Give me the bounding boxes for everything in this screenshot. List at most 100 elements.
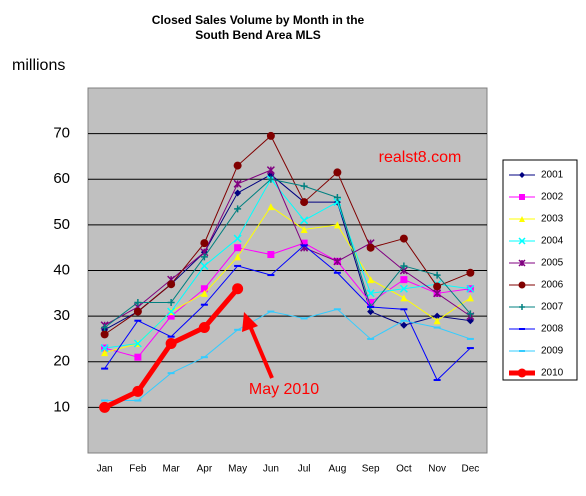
marker xyxy=(167,312,175,320)
marker xyxy=(267,203,275,211)
marker xyxy=(100,330,109,339)
marker xyxy=(466,284,475,293)
arrow xyxy=(248,325,274,379)
annotation: realst8.com xyxy=(379,149,462,166)
marker xyxy=(167,307,176,316)
marker xyxy=(133,307,142,316)
x-tick-label: Oct xyxy=(396,464,412,475)
marker xyxy=(101,324,109,332)
marker xyxy=(234,205,242,213)
marker xyxy=(266,131,275,140)
marker xyxy=(466,294,474,302)
marker xyxy=(134,298,142,306)
marker xyxy=(518,259,526,267)
marker xyxy=(466,310,474,318)
marker xyxy=(367,276,375,284)
marker xyxy=(267,251,275,259)
marker xyxy=(167,298,175,306)
x-tick-label: Jul xyxy=(298,464,311,475)
marker xyxy=(300,225,308,233)
marker xyxy=(234,253,242,261)
marker xyxy=(466,317,474,325)
marker xyxy=(200,289,208,297)
marker xyxy=(233,179,242,188)
marker xyxy=(198,322,210,334)
marker xyxy=(333,194,341,201)
marker xyxy=(300,216,309,225)
marker xyxy=(400,321,408,329)
marker xyxy=(300,198,309,207)
x-tick-label: Feb xyxy=(129,464,147,475)
x-tick-label: Jan xyxy=(97,464,113,475)
marker xyxy=(167,280,176,289)
marker xyxy=(200,253,208,261)
marker xyxy=(518,281,526,289)
series-line xyxy=(104,178,471,349)
x-tick-label: Sep xyxy=(362,464,380,475)
x-tick-label: Jun xyxy=(263,464,279,475)
annotation: May 2010 xyxy=(249,381,319,398)
y-tick-label: 30 xyxy=(53,307,70,324)
marker xyxy=(517,368,527,378)
marker xyxy=(134,353,142,361)
marker xyxy=(101,349,109,357)
marker xyxy=(400,276,408,284)
marker xyxy=(400,262,408,270)
series-line xyxy=(104,178,471,328)
marker xyxy=(333,168,342,177)
marker xyxy=(266,166,275,175)
x-tick-label: Nov xyxy=(428,464,446,475)
marker xyxy=(519,304,525,310)
marker xyxy=(433,317,441,325)
marker xyxy=(519,172,525,178)
marker xyxy=(165,338,177,349)
series-line xyxy=(104,169,471,326)
marker xyxy=(366,289,375,298)
legend-label: 2010 xyxy=(541,368,564,379)
marker xyxy=(333,221,341,229)
legend-label: 2002 xyxy=(541,192,564,203)
marker xyxy=(232,283,244,295)
y-tick-label: 20 xyxy=(53,353,70,370)
legend-label: 2007 xyxy=(541,302,564,313)
legend-label: 2008 xyxy=(541,324,564,335)
legend-label: 2004 xyxy=(541,236,564,247)
marker xyxy=(433,282,442,291)
y-tick-label: 10 xyxy=(53,398,70,415)
y-tick-label: 60 xyxy=(53,170,70,187)
marker xyxy=(99,401,111,413)
y-tick-label: 70 xyxy=(53,125,70,142)
y-tick-label: 50 xyxy=(53,216,70,233)
series-line xyxy=(104,242,471,358)
marker xyxy=(132,385,144,397)
x-tick-label: May xyxy=(228,464,247,475)
x-tick-label: Dec xyxy=(461,464,479,475)
legend-label: 2003 xyxy=(541,214,564,225)
arrow-head xyxy=(242,312,258,332)
y-axis-label: millions xyxy=(12,57,65,74)
y-tick-label: 40 xyxy=(53,261,70,278)
marker xyxy=(133,339,142,348)
marker xyxy=(333,257,342,266)
marker xyxy=(433,289,442,298)
marker xyxy=(519,216,525,222)
legend-label: 2005 xyxy=(541,258,564,269)
marker xyxy=(519,194,525,200)
x-tick-label: Mar xyxy=(163,464,181,475)
marker xyxy=(200,261,209,270)
x-tick-label: Apr xyxy=(197,464,213,475)
marker xyxy=(233,234,242,243)
marker xyxy=(433,271,441,279)
legend xyxy=(502,159,578,381)
marker xyxy=(366,243,375,252)
marker xyxy=(466,268,475,277)
marker xyxy=(300,182,308,190)
series-line xyxy=(104,308,471,402)
marker xyxy=(200,239,209,248)
marker xyxy=(234,244,242,252)
marker xyxy=(100,344,109,353)
marker xyxy=(400,294,408,302)
marker xyxy=(518,237,526,245)
